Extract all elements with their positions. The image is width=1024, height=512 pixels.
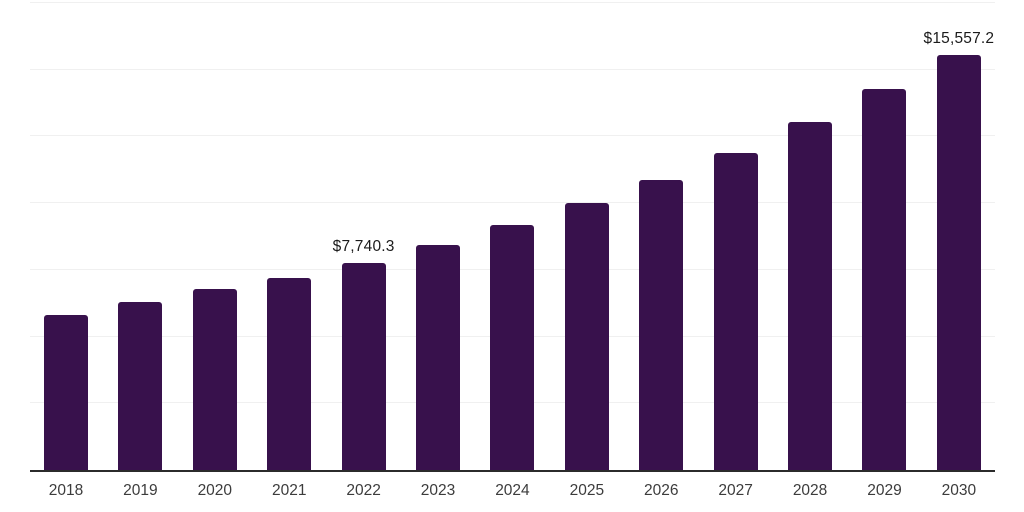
bar-2021[interactable]: [267, 277, 312, 470]
bar-2022[interactable]: $7,740.3: [333, 238, 394, 470]
x-tick-label-2024: 2024: [495, 482, 530, 499]
x-tick-label-2025: 2025: [569, 482, 605, 499]
bar-2030[interactable]: $15,557.2: [923, 30, 994, 470]
bar-2020[interactable]: [192, 288, 237, 470]
x-tick-label-2018: 2018: [48, 482, 84, 499]
x-tick-label-2027: 2027: [718, 482, 753, 499]
x-tick-label-2021: 2021: [271, 482, 307, 499]
x-tick-label-2020: 2020: [197, 482, 233, 499]
bar-2024[interactable]: [490, 225, 535, 470]
plot-area: $7,740.3 $15,557.2: [30, 2, 995, 472]
x-tick-label-2023: 2023: [420, 482, 456, 499]
value-label-2022: $7,740.3: [332, 238, 395, 256]
bar-2028[interactable]: [788, 122, 833, 470]
gridline: [30, 2, 995, 3]
bar-2018[interactable]: [44, 314, 88, 470]
x-tick-label-2022: 2022: [346, 482, 381, 499]
gridline: [30, 202, 995, 204]
bar-2025[interactable]: [564, 203, 609, 470]
bar-2019[interactable]: [118, 301, 163, 470]
bar-2023[interactable]: [416, 245, 461, 470]
gridline: [30, 68, 995, 70]
bar-2029[interactable]: [862, 88, 907, 470]
value-label-2030: $15,557.2: [923, 29, 995, 47]
x-tick-label-2026: 2026: [644, 482, 679, 499]
bar-2026[interactable]: [639, 179, 684, 470]
x-tick-label-2029: 2029: [867, 482, 902, 499]
bar-2027[interactable]: [713, 152, 758, 470]
x-tick-label-2019: 2019: [123, 482, 158, 499]
x-tick-label-2028: 2028: [792, 482, 828, 499]
x-tick-label-2030: 2030: [941, 482, 977, 499]
x-axis: 2018 2019 2020 2021 2022 2023 2024 2025 2026 2027…: [44, 482, 981, 500]
gridline: [30, 135, 995, 137]
bars-row: $7,740.3 $15,557.2: [44, 3, 994, 470]
